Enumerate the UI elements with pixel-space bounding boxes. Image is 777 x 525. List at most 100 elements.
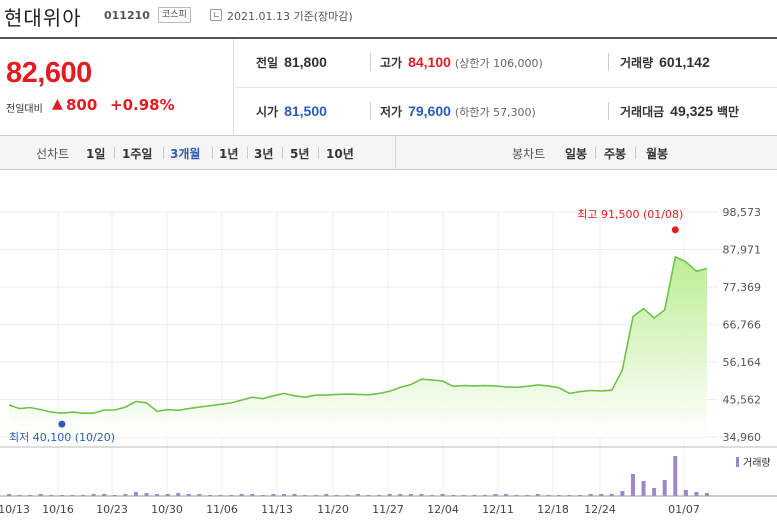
market-badge: 코스피	[158, 7, 191, 23]
volume-bar	[641, 481, 646, 496]
stat-separator	[370, 53, 371, 71]
stat-separator	[608, 53, 609, 71]
tab-3m[interactable]: 3개월	[170, 147, 201, 161]
price-change: 800	[66, 96, 98, 114]
volume-bar	[408, 494, 413, 496]
stat-value: 601,142	[659, 54, 710, 70]
volume-bar	[662, 480, 667, 496]
volume-bar	[91, 494, 96, 496]
volume-bar	[281, 494, 286, 496]
tab-separator	[595, 147, 596, 159]
tab-weekly-candle[interactable]: 주봉	[604, 147, 627, 161]
current-price: 82,600	[6, 57, 92, 89]
stat-label: 거래대금	[620, 105, 665, 119]
volume-bar	[197, 494, 202, 496]
volume-bar	[419, 494, 424, 496]
max-point-marker	[671, 226, 679, 234]
x-tick-label: 12/11	[482, 503, 514, 516]
volume-bar	[683, 490, 688, 496]
tab-group-divider	[395, 136, 396, 170]
price-area-fill	[9, 256, 707, 437]
volume-bar	[504, 494, 509, 496]
line-chart-label: 선차트	[36, 147, 70, 161]
tab-1w[interactable]: 1주일	[122, 147, 153, 161]
tab-separator	[282, 147, 283, 159]
stats-divider	[235, 87, 777, 88]
max-price-label: 최고 91,500 (01/08)	[577, 208, 683, 221]
volume-bar	[144, 493, 149, 496]
stat-volume: 거래량 601,142	[620, 54, 710, 71]
stat-value: 84,100	[408, 54, 451, 70]
stock-header: 현대위아 011210 코스피 2021.01.13 기준(장마감)	[0, 0, 777, 34]
volume-bar	[652, 488, 657, 496]
volume-bar	[356, 494, 360, 496]
x-tick-label: 12/24	[584, 503, 616, 516]
lower-limit: (하한가 57,300)	[454, 106, 536, 119]
volume-legend-swatch	[736, 457, 739, 467]
tab-10y[interactable]: 10년	[326, 147, 354, 161]
x-tick-label: 10/13	[0, 503, 30, 516]
volume-bar	[440, 494, 445, 496]
y-tick-label: 66,766	[723, 319, 762, 332]
volume-bar	[493, 494, 498, 496]
volume-legend: 거래량	[743, 457, 771, 469]
change-label: 전일대비	[6, 104, 43, 115]
volume-bar	[133, 492, 138, 496]
tab-3y[interactable]: 3년	[254, 147, 274, 161]
stat-separator	[370, 102, 371, 120]
stock-code: 011210	[104, 9, 150, 22]
x-tick-label: 10/23	[96, 503, 128, 516]
volume-bar	[535, 494, 540, 496]
stat-label: 저가	[380, 105, 403, 119]
y-tick-label: 34,960	[723, 431, 762, 444]
price-chart[interactable]: 98,573 87,971 77,369 66,766 56,164 45,562 34,9…	[0, 170, 777, 521]
x-tick-label: 10/30	[151, 503, 183, 516]
volume-bar	[165, 494, 170, 496]
volume-bar	[588, 494, 593, 496]
stat-open: 시가 81,500	[256, 103, 327, 120]
volume-bar	[609, 494, 614, 496]
price-line	[8, 255, 708, 415]
volume-bar	[630, 474, 635, 496]
stat-label: 고가	[380, 56, 403, 70]
x-tick-label: 11/20	[317, 503, 349, 516]
chart-tab-bar: 선차트 1일 1주일 3개월 1년 3년 5년 10년 봉차트 일봉 주봉 월봉	[0, 136, 777, 170]
stat-label: 거래량	[620, 56, 654, 70]
tab-separator	[247, 147, 248, 159]
tab-1d[interactable]: 1일	[86, 147, 106, 161]
x-tick-label: 11/13	[261, 503, 293, 516]
volume-bar	[250, 494, 255, 496]
x-tick-label: 12/04	[427, 503, 459, 516]
tab-separator	[163, 147, 164, 159]
stat-high: 고가 84,100 (상한가 106,000)	[380, 54, 543, 71]
x-tick-label: 11/06	[206, 503, 238, 516]
y-tick-label: 98,573	[723, 206, 762, 219]
tab-separator	[212, 147, 213, 159]
min-price-label: 최저 40,100 (10/20)	[9, 431, 115, 444]
volume-bar	[155, 494, 160, 496]
volume-bar	[599, 494, 604, 496]
tab-1y[interactable]: 1년	[219, 147, 239, 161]
volume-bar	[123, 494, 128, 496]
x-tick-label: 12/18	[537, 503, 569, 516]
y-tick-label: 87,971	[723, 244, 762, 257]
volume-bar	[239, 494, 244, 496]
stock-name: 현대위아	[4, 6, 82, 30]
base-date: 2021.01.13 기준(장마감)	[227, 10, 353, 23]
stat-prev-close: 전일 81,800	[256, 54, 327, 71]
tab-separator	[635, 147, 636, 159]
tab-daily-candle[interactable]: 일봉	[565, 147, 588, 161]
volume-bar	[38, 494, 43, 496]
stat-label: 시가	[256, 105, 279, 119]
tab-monthly-candle[interactable]: 월봉	[646, 147, 669, 161]
candle-chart-label: 봉차트	[512, 147, 546, 161]
upper-limit: (상한가 106,000)	[454, 57, 543, 70]
volume-bar	[324, 494, 329, 496]
stat-low: 저가 79,600 (하한가 57,300)	[380, 103, 536, 120]
tab-5y[interactable]: 5년	[290, 147, 310, 161]
y-tick-label: 56,164	[723, 356, 762, 369]
up-arrow-icon: ▲	[52, 96, 63, 112]
stat-trade-value: 거래대금 49,325 백만	[620, 103, 739, 120]
stat-value: 79,600	[408, 103, 451, 119]
volume-bar	[620, 491, 625, 496]
